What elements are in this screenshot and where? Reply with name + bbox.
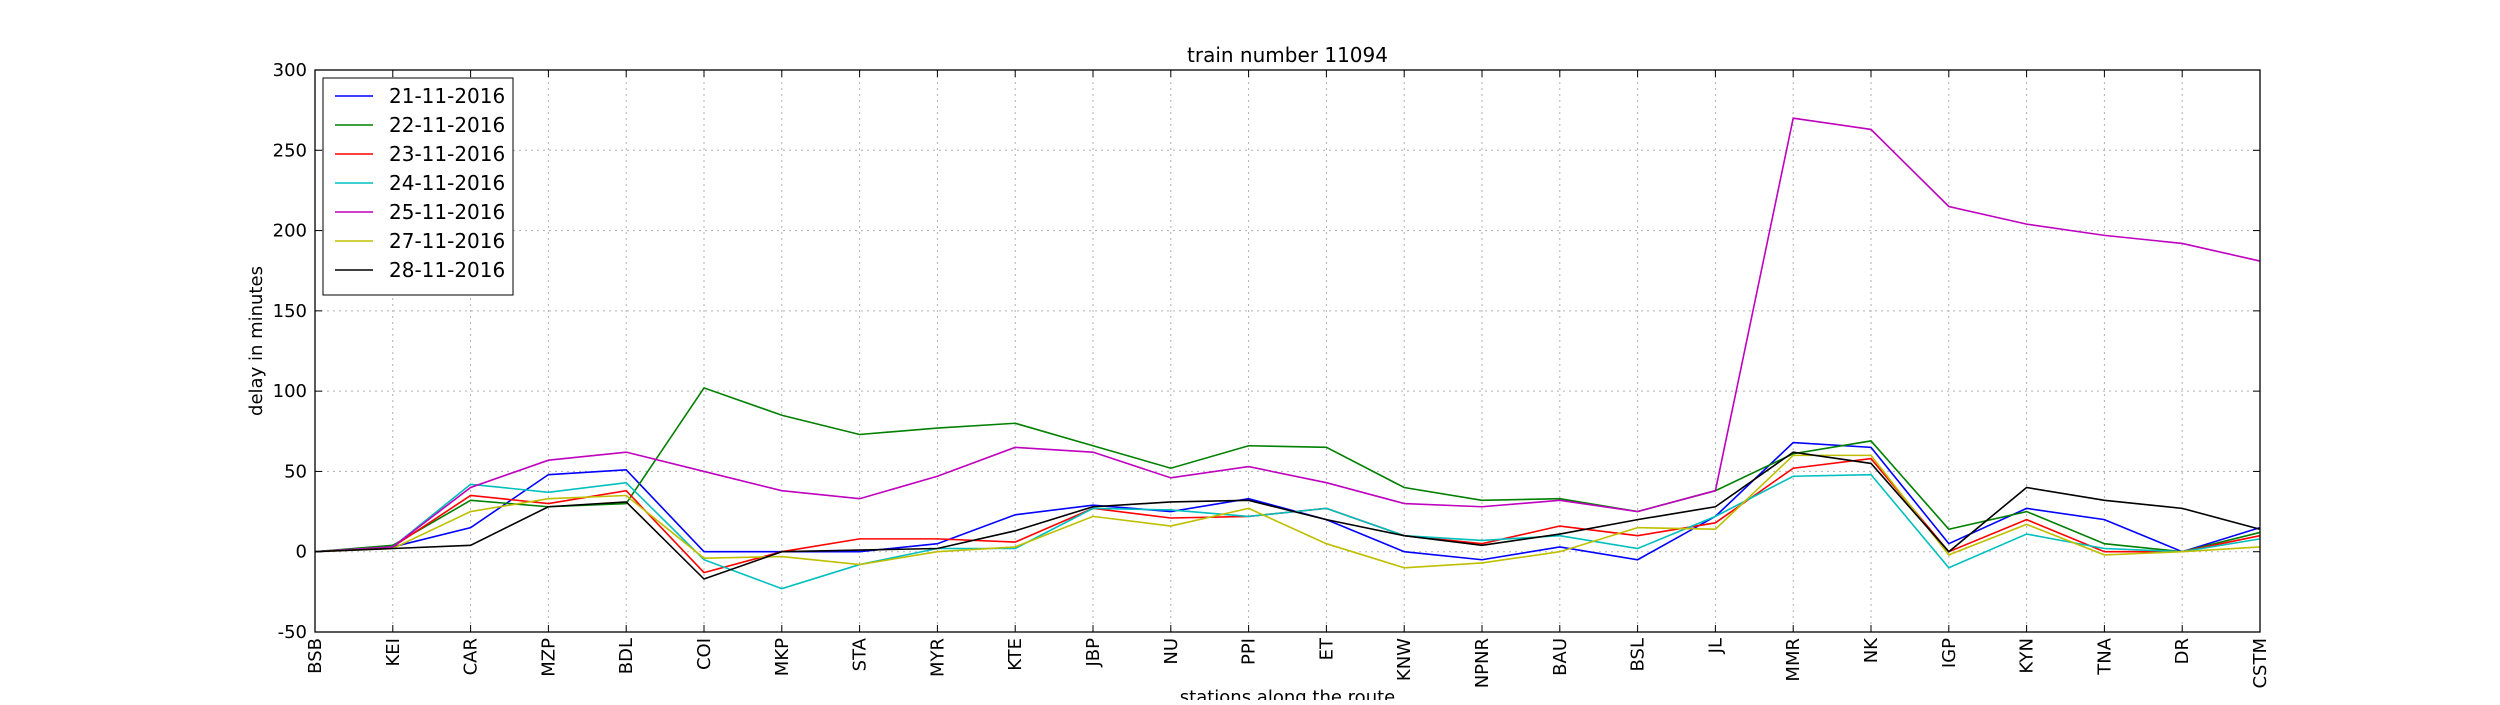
y-tick-label: 200	[273, 221, 307, 242]
series-line-23-11-2016	[314, 457, 2261, 574]
legend-label: 25-11-2016	[389, 200, 505, 224]
x-tick-label: NK	[1861, 637, 1882, 663]
grid	[315, 70, 2260, 632]
y-axis-title: delay in minutes	[246, 266, 267, 416]
plot-frame	[314, 69, 2261, 633]
y-tick-label: 300	[273, 60, 307, 81]
series-line-25-11-2016	[314, 117, 2261, 553]
x-tick-label: IGP	[1939, 638, 1960, 668]
chart-title: train number 11094	[1187, 43, 1388, 67]
series-line-27-11-2016	[314, 454, 2261, 569]
x-tick-label: DR	[2172, 638, 2193, 664]
x-tick-label: PPI	[1239, 638, 1260, 665]
x-tick-label: BAU	[1550, 638, 1571, 676]
legend-label: 22-11-2016	[389, 113, 505, 137]
series-line-24-11-2016	[314, 473, 2261, 590]
legend: 21-11-2016 22-11-2016 23-11-2016 24-11-2016…	[322, 77, 514, 296]
x-tick-label: KYN	[2017, 638, 2038, 674]
legend-label: 28-11-2016	[389, 258, 505, 282]
x-tick-label: COI	[694, 638, 715, 670]
x-tick-label: STA	[850, 637, 871, 671]
legend-label: 21-11-2016	[389, 84, 505, 108]
series-lines	[314, 117, 2261, 590]
y-tick-label: 50	[284, 461, 307, 482]
x-tick-label: NU	[1161, 638, 1182, 665]
x-axis-title: stations along the route	[1180, 687, 1395, 700]
y-axis-ticks: -50 0 50 100 150 200 250 300	[273, 60, 2260, 643]
x-tick-label: KEI	[383, 638, 404, 667]
legend-label: 23-11-2016	[389, 142, 505, 166]
y-tick-label: 150	[273, 301, 307, 322]
x-tick-label: MYR	[927, 638, 948, 677]
series-line-22-11-2016	[314, 386, 2261, 553]
x-tick-label: JBP	[1083, 638, 1104, 668]
x-tick-label: MKP	[772, 638, 793, 676]
y-tick-label: 250	[273, 140, 307, 161]
x-tick-label: NPNR	[1472, 638, 1493, 688]
y-tick-label: 100	[273, 381, 307, 402]
x-tick-label: KNW	[1394, 638, 1415, 681]
legend-label: 24-11-2016	[389, 171, 505, 195]
legend-label: 27-11-2016	[389, 229, 505, 253]
x-tick-label: ET	[1316, 637, 1337, 660]
x-axis-ticks: BSB KEI CAR MZP BDL COI MKP STA MYR KTE JBP NU PPI ET…	[305, 70, 2271, 689]
x-tick-label: BDL	[616, 638, 637, 674]
series-line-28-11-2016	[314, 451, 2261, 580]
legend-box	[322, 77, 514, 296]
x-tick-label: BSB	[305, 638, 326, 674]
x-tick-label: CAR	[461, 638, 482, 675]
x-tick-label: BSL	[1628, 638, 1649, 672]
x-tick-label: TNA	[2094, 637, 2115, 675]
y-tick-label: 0	[296, 542, 307, 563]
y-tick-label: -50	[278, 622, 307, 643]
x-tick-label: MZP	[538, 638, 559, 677]
series-line-21-11-2016	[314, 441, 2261, 561]
x-tick-label: MMR	[1783, 638, 1804, 682]
x-tick-label: KTE	[1005, 638, 1026, 671]
x-tick-label: JL	[1705, 638, 1726, 654]
x-tick-label: CSTM	[2250, 638, 2271, 689]
